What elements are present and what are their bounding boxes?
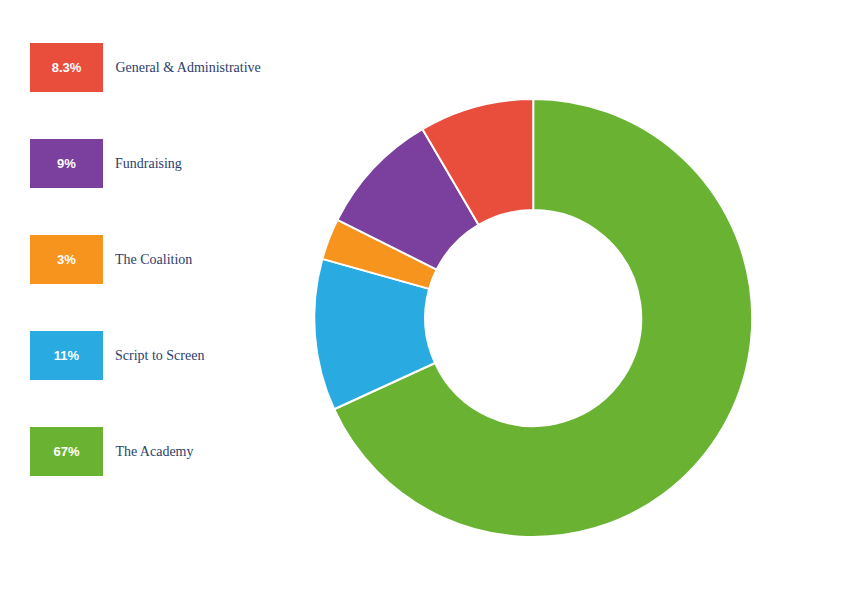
svg-text:The Coalition: The Coalition — [115, 252, 192, 267]
svg-text:The Academy: The Academy — [115, 444, 193, 459]
svg-text:67%: 67% — [53, 444, 79, 459]
svg-text:8.3%: 8.3% — [52, 60, 82, 75]
svg-text:9%: 9% — [57, 156, 76, 171]
svg-text:Script to Screen: Script to Screen — [115, 348, 204, 363]
svg-text:11%: 11% — [54, 348, 80, 363]
svg-text:Fundraising: Fundraising — [115, 156, 182, 171]
svg-text:3%: 3% — [57, 252, 76, 267]
svg-text:General & Administrative: General & Administrative — [115, 60, 260, 75]
